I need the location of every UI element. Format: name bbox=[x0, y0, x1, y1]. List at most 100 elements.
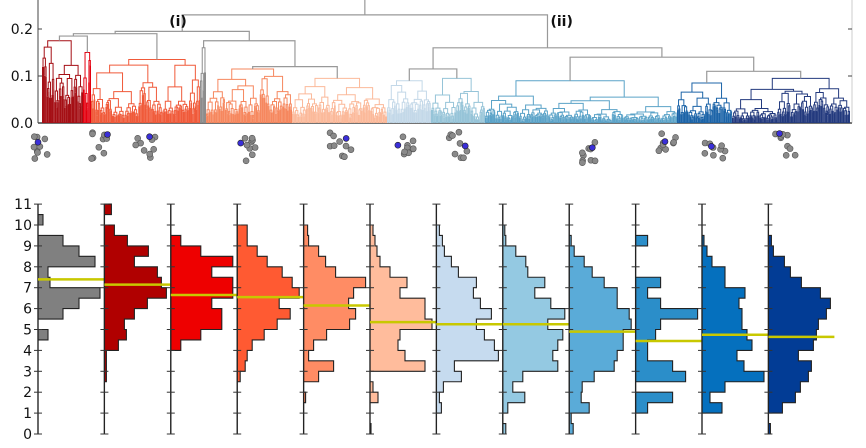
leaf bbox=[92, 108, 94, 123]
leaf bbox=[42, 66, 45, 123]
leaf bbox=[198, 99, 200, 123]
leaf bbox=[543, 115, 545, 123]
leaf bbox=[303, 116, 305, 123]
leaf bbox=[240, 109, 242, 123]
leaf bbox=[475, 119, 478, 123]
branch bbox=[482, 108, 485, 115]
leaf bbox=[542, 117, 544, 123]
histogram-panel-1 bbox=[100, 203, 171, 435]
branch bbox=[83, 77, 87, 94]
leaf bbox=[364, 112, 366, 123]
leaf bbox=[395, 110, 398, 123]
leaf bbox=[188, 107, 191, 123]
leaf bbox=[815, 110, 818, 123]
leaf bbox=[224, 103, 225, 123]
leaf bbox=[290, 109, 292, 123]
leaf bbox=[434, 115, 436, 123]
leaf bbox=[523, 120, 525, 123]
branch bbox=[333, 99, 343, 105]
leaf bbox=[691, 119, 693, 123]
leaf bbox=[737, 118, 739, 123]
leaf bbox=[505, 119, 507, 123]
leaf bbox=[697, 118, 698, 123]
branch bbox=[842, 107, 847, 111]
leaf bbox=[67, 104, 69, 123]
branch bbox=[569, 116, 574, 119]
leaf bbox=[175, 115, 177, 123]
leaf bbox=[461, 107, 462, 123]
leaf bbox=[585, 118, 587, 123]
leaf bbox=[773, 116, 775, 123]
leaf bbox=[391, 114, 393, 123]
branch bbox=[428, 102, 431, 111]
y-tick-label: 0.1 bbox=[11, 69, 33, 85]
leaf bbox=[147, 105, 150, 123]
leaf bbox=[711, 112, 713, 123]
leaf bbox=[443, 117, 445, 123]
leaf bbox=[58, 99, 60, 123]
leaf bbox=[569, 118, 572, 123]
leaf bbox=[49, 97, 52, 123]
leaf bbox=[667, 119, 669, 123]
branch bbox=[168, 107, 173, 112]
carbon-atom bbox=[455, 128, 463, 136]
carbon-atom bbox=[242, 157, 250, 165]
leaf bbox=[259, 94, 262, 123]
leaf bbox=[307, 112, 309, 123]
histogram-panel-2 bbox=[166, 203, 237, 435]
leaf bbox=[140, 105, 142, 123]
branch bbox=[148, 86, 157, 102]
leaf bbox=[749, 117, 751, 123]
leaf bbox=[135, 115, 137, 123]
leaf bbox=[312, 111, 315, 123]
leaf bbox=[583, 118, 586, 123]
leaf bbox=[192, 113, 194, 123]
leaf bbox=[144, 104, 147, 123]
branch bbox=[355, 105, 358, 113]
leaf bbox=[814, 110, 816, 123]
branch bbox=[735, 108, 746, 113]
branch bbox=[97, 99, 103, 108]
leaf bbox=[448, 116, 451, 123]
leaf bbox=[89, 65, 91, 123]
branch bbox=[109, 108, 112, 112]
carbon-atom bbox=[591, 157, 599, 165]
branch bbox=[643, 118, 647, 121]
leaf bbox=[302, 116, 304, 123]
leaf bbox=[818, 104, 821, 123]
branch bbox=[507, 114, 513, 118]
branch bbox=[73, 86, 76, 96]
leaf bbox=[550, 120, 552, 123]
leaf bbox=[405, 107, 408, 123]
leaf bbox=[375, 117, 377, 123]
leaf bbox=[355, 107, 357, 123]
histogram-bars bbox=[236, 204, 300, 434]
carbon-atom bbox=[449, 132, 456, 139]
leaf bbox=[479, 115, 481, 123]
branch bbox=[228, 100, 237, 110]
branch bbox=[226, 102, 232, 109]
branch bbox=[638, 116, 643, 120]
leaf bbox=[806, 113, 809, 123]
leaf bbox=[663, 119, 665, 123]
leaf bbox=[464, 112, 467, 123]
dendrogram: 0.0 0.1 0.2 (i) (ii) bbox=[11, 0, 853, 132]
branch bbox=[250, 111, 254, 116]
leaf bbox=[581, 114, 584, 123]
branch bbox=[689, 110, 697, 114]
leaf bbox=[151, 111, 153, 123]
leaf bbox=[659, 120, 661, 123]
branch bbox=[257, 110, 260, 113]
leaf bbox=[107, 109, 108, 123]
leaf bbox=[141, 95, 144, 123]
leaf bbox=[217, 105, 219, 123]
branch bbox=[390, 84, 403, 100]
leaf bbox=[253, 118, 255, 123]
branch bbox=[473, 101, 484, 109]
leaf bbox=[793, 114, 796, 123]
branch bbox=[413, 98, 422, 103]
leaf bbox=[267, 105, 269, 123]
leaf bbox=[399, 113, 401, 123]
y-tick-label: 0.2 bbox=[11, 22, 33, 38]
histogram-panel-7 bbox=[498, 203, 569, 435]
